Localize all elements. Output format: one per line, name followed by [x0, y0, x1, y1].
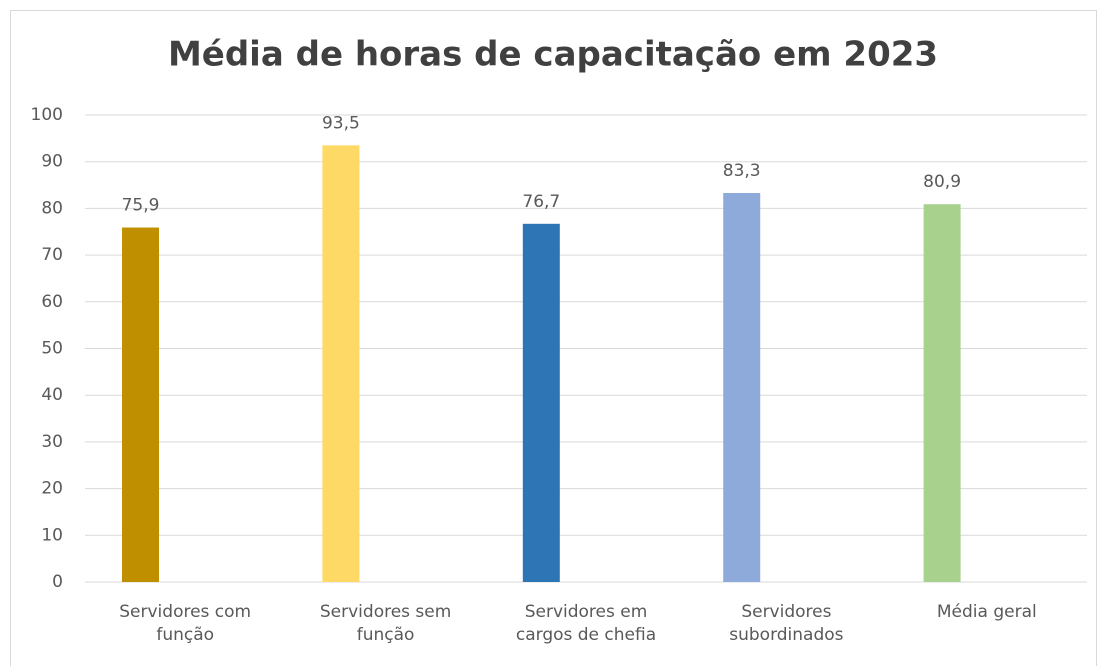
x-tick-label: Servidores subordinados — [729, 602, 844, 645]
y-tick-label: 0 — [52, 572, 63, 592]
x-tick-label: Média geral — [936, 602, 1037, 622]
x-tick-label: Servidores com função — [119, 602, 252, 645]
bar — [723, 192, 761, 582]
y-tick-label: 50 — [41, 339, 63, 359]
data-label: 75,9 — [122, 196, 160, 216]
bar — [522, 223, 560, 582]
y-tick-label: 100 — [31, 105, 63, 125]
y-tick-label: 20 — [41, 479, 63, 499]
x-tick-label: Servidores sem função — [319, 602, 452, 645]
y-tick-label: 70 — [41, 245, 63, 265]
data-label: 80,9 — [923, 172, 961, 192]
y-tick-label: 30 — [41, 432, 63, 452]
x-tick-label: Servidores em cargos de chefia — [515, 602, 657, 645]
y-tick-label: 60 — [41, 292, 63, 312]
bar — [923, 204, 961, 582]
y-tick-label: 10 — [41, 525, 63, 545]
y-tick-label: 80 — [41, 198, 63, 218]
bar — [122, 227, 160, 582]
data-label: 83,3 — [723, 161, 761, 181]
data-label: 76,7 — [522, 192, 560, 212]
chart-title: Média de horas de capacitação em 2023 — [168, 35, 938, 75]
y-tick-label: 90 — [41, 152, 63, 172]
y-tick-label: 40 — [41, 385, 63, 405]
bar — [322, 145, 360, 583]
data-label: 93,5 — [322, 113, 360, 133]
